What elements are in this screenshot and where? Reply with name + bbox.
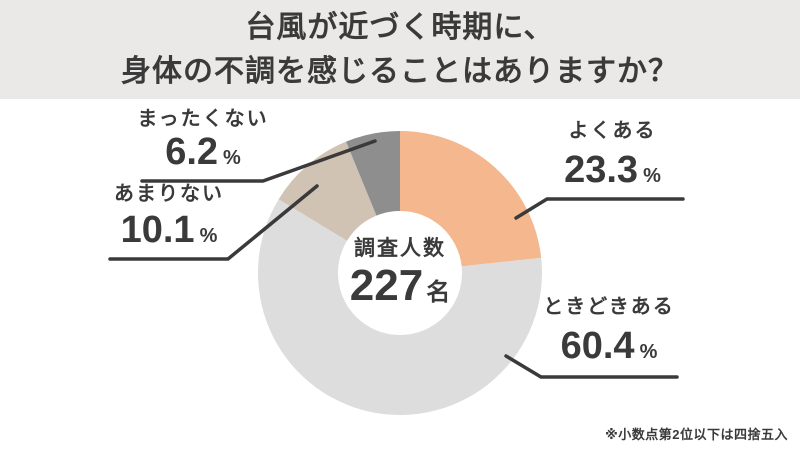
title-band: 台風が近づく時期に、 身体の不調を感じることはありますか？ — [0, 0, 800, 99]
donut-center-label: 調査人数 227 名 — [300, 236, 500, 317]
donut-segment-0 — [400, 131, 542, 267]
footnote: ※小数点第2位以下は四捨五入 — [605, 427, 788, 442]
segment-value: 23.3% — [564, 149, 661, 191]
percent-sign: % — [223, 147, 241, 169]
callout-amarinai: あまりない 10.1% — [83, 183, 255, 257]
segment-value: 60.4% — [560, 325, 658, 367]
callout-yokuaru: よくある 23.3% — [525, 120, 700, 197]
segment-label: あまりない — [114, 183, 224, 205]
chart-title-line2: 身体の不調を感じることはありますか？ — [121, 54, 679, 88]
segment-value: 6.2% — [165, 131, 241, 173]
percent-sign: % — [639, 341, 658, 363]
percent-sign: % — [643, 165, 661, 187]
segment-label: ときどきある — [543, 296, 675, 318]
leader-line — [514, 197, 685, 220]
segment-value: 10.1% — [120, 209, 218, 251]
donut-segment-2 — [278, 141, 377, 241]
segment-label: よくある — [568, 120, 657, 142]
segment-label: まったくない — [137, 108, 269, 130]
chart-title-line1: 台風が近づく時期に、 — [245, 10, 555, 44]
donut-segment-3 — [346, 131, 400, 216]
survey-count: 227 名 — [349, 261, 451, 310]
percent-sign: % — [199, 225, 218, 247]
leader-line — [504, 354, 679, 379]
leader-line — [108, 184, 319, 261]
leader-line — [140, 139, 377, 183]
callout-tokidokiaru: ときどきある 60.4% — [523, 296, 695, 373]
donut-segment-1 — [257, 199, 542, 416]
count-unit: 名 — [426, 279, 451, 306]
callout-mattakunai: まったくない 6.2% — [117, 108, 289, 179]
survey-caption: 調査人数 — [354, 237, 446, 260]
